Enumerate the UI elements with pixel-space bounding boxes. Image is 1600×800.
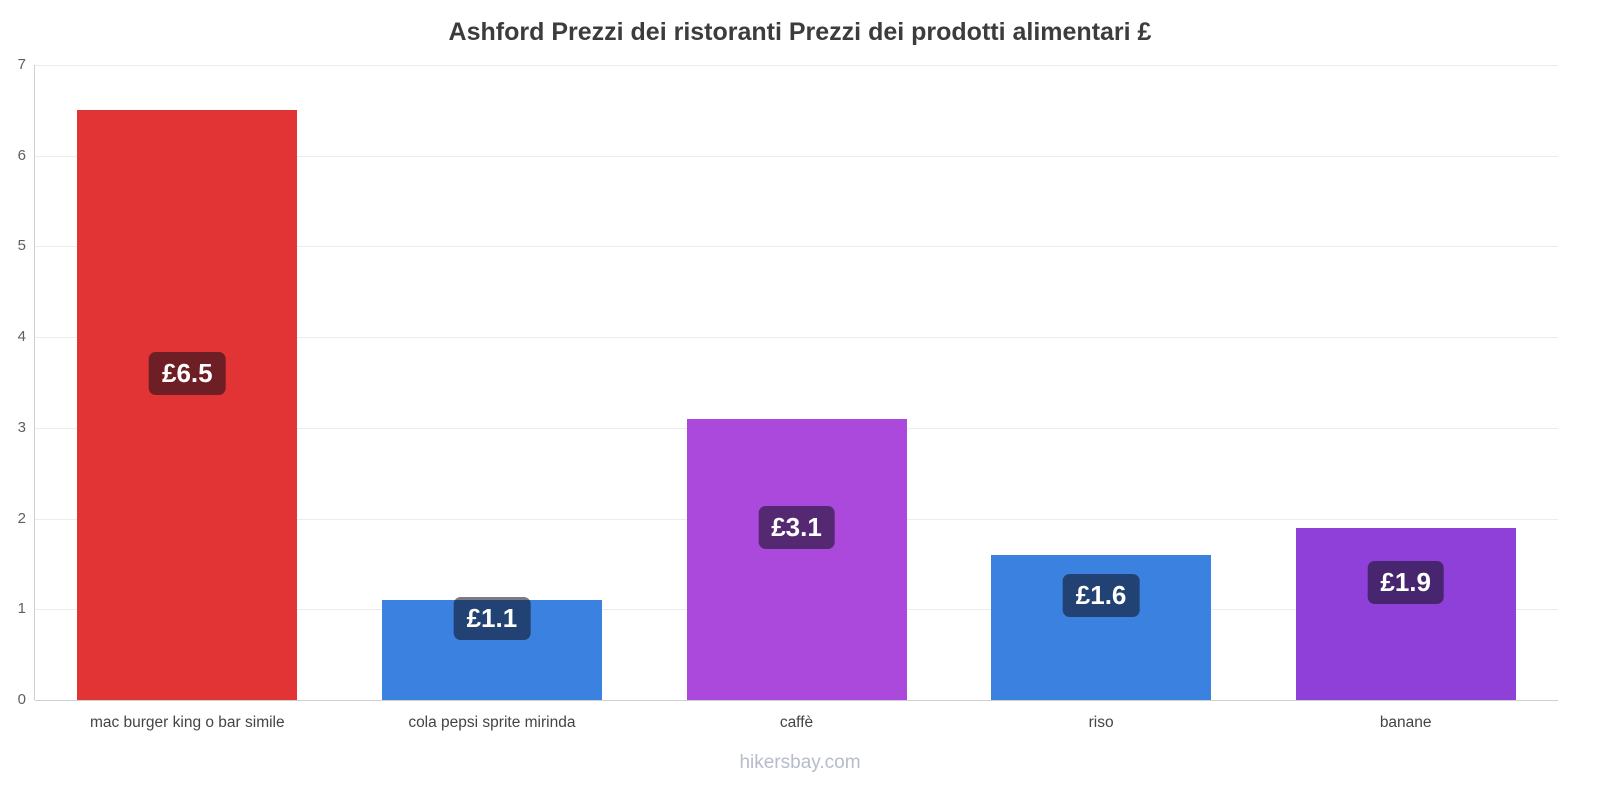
y-axis-tick-label: 7 (17, 56, 26, 73)
bar-value-label: £1.6 (1062, 574, 1140, 618)
x-axis-label: cola pepsi sprite mirinda (408, 714, 576, 731)
gridline (35, 337, 1558, 339)
y-axis-line (34, 65, 35, 700)
bar-value-label: £3.1 (758, 506, 835, 550)
x-axis-line (35, 700, 1558, 701)
bar-value-label: £1.1 (453, 597, 531, 641)
y-axis-tick-label: 2 (17, 509, 26, 527)
bar: £1.1 (381, 597, 602, 700)
gridline (35, 65, 1558, 66)
x-axis-label: mac burger king o bar simile (89, 714, 285, 731)
bar: £6.5 (77, 110, 298, 700)
y-axis-tick-label: 1 (17, 600, 26, 618)
bar: £1.9 (1295, 527, 1516, 700)
y-axis-tick-label: 5 (17, 237, 26, 255)
gridline (35, 246, 1558, 248)
y-axis-tick-label: 0 (17, 691, 26, 708)
y-axis-tick-label: 4 (17, 328, 26, 346)
x-axis-label: riso (1088, 714, 1114, 731)
bar: £3.1 (686, 418, 907, 700)
y-axis-tick-label: 3 (17, 418, 26, 436)
x-axis-label: caffè (779, 714, 814, 731)
gridline (35, 155, 1558, 157)
bar-value-label: £1.9 (1367, 560, 1444, 604)
y-axis-tick-label: 6 (17, 146, 26, 164)
bar-value-label: £6.5 (148, 352, 226, 396)
chart-title: Ashford Prezzi dei ristoranti Prezzi dei… (448, 18, 1152, 46)
bar: £1.6 (991, 554, 1212, 700)
watermark-text: hikersbay.com (739, 752, 861, 773)
x-axis-label: banane (1379, 714, 1432, 731)
